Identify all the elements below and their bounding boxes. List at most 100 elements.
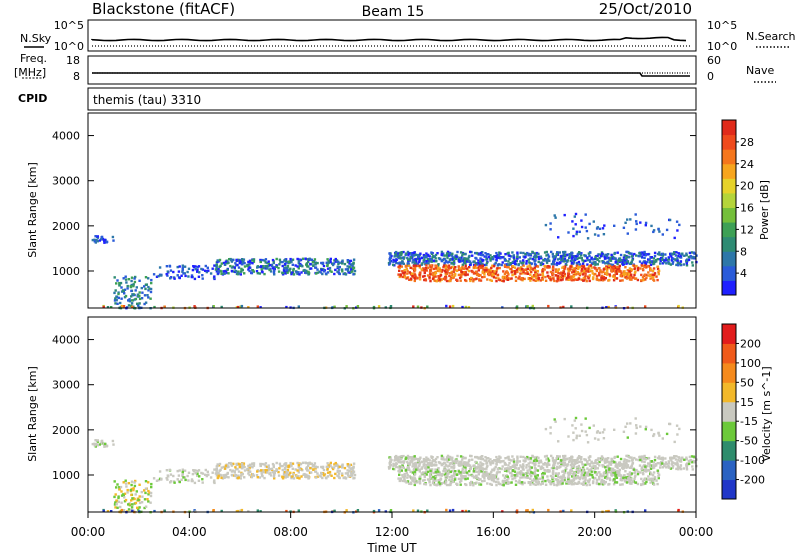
velocity-cell (464, 471, 467, 474)
velocity-cell (638, 464, 642, 467)
power-scatter (91, 212, 698, 310)
velocity-cell (451, 460, 455, 463)
velocity-cell (671, 466, 674, 469)
velocity-cell (523, 481, 526, 485)
power-cell (600, 271, 604, 274)
velocity-cell (94, 439, 97, 442)
velocity-cell (100, 439, 104, 443)
power-cell (480, 266, 483, 269)
power-cell (456, 250, 459, 254)
velocity-cell (531, 454, 534, 458)
power-cell (628, 267, 632, 270)
power-cell (399, 263, 402, 266)
velocity-cell (595, 481, 599, 484)
power-cell (91, 238, 94, 242)
power-cell (671, 262, 674, 265)
velocity-cell (468, 458, 471, 462)
power-cell (147, 277, 150, 280)
velocity-cell (554, 420, 557, 423)
power-cell (673, 258, 676, 261)
power-cell (410, 277, 413, 280)
power-cell (543, 264, 546, 268)
velocity-cell (396, 456, 399, 459)
velocity-cell (240, 464, 243, 468)
power-cell (539, 255, 543, 258)
power-cell (425, 252, 428, 255)
power-cell (545, 250, 548, 254)
velocity-cell (286, 468, 290, 472)
velocity-colorbar-text: Velocity [m s^-1] (760, 366, 773, 461)
power-cell (259, 306, 262, 309)
velocity-cell (587, 469, 591, 472)
velocity-cell (557, 472, 560, 475)
velocity-cell (503, 476, 507, 479)
power-cell (503, 264, 507, 267)
power-cell (489, 257, 492, 260)
velocity-cell (392, 462, 395, 466)
power-cell (431, 256, 434, 259)
velocity-cell (160, 478, 163, 481)
velocity-cell (583, 480, 587, 483)
velocity-cell (440, 463, 444, 467)
power-cell (233, 266, 236, 269)
power-cell (178, 276, 181, 280)
velocity-cell (403, 460, 406, 463)
power-cell (504, 253, 507, 256)
velocity-cell (342, 476, 345, 480)
velocity-cell (196, 474, 199, 477)
velocity-cell (414, 465, 417, 468)
power-cell (633, 267, 636, 270)
power-cell (342, 272, 345, 276)
power-cell (636, 278, 640, 282)
freq-tick-top: 18 (66, 54, 80, 67)
velocity-cell (389, 457, 392, 460)
power-cell (685, 260, 688, 264)
velocity-cell (628, 459, 631, 463)
power-cell (514, 259, 517, 263)
power-cell (461, 271, 464, 274)
power-cell (517, 263, 520, 267)
power-cell (523, 277, 526, 281)
velocity-cell (592, 465, 595, 468)
power-cell (519, 269, 522, 272)
power-cell (181, 264, 184, 267)
power-cell (556, 258, 560, 261)
power-cell (596, 263, 599, 266)
velocity-cell (519, 455, 522, 458)
power-cell (457, 266, 461, 269)
velocity-cell (546, 457, 550, 460)
power-cell (130, 276, 134, 279)
power-cell (400, 262, 403, 265)
velocity-cell (425, 473, 428, 476)
power-cell (116, 302, 119, 305)
power-cell (332, 262, 336, 265)
power-cell (418, 253, 421, 257)
velocity-cell (115, 503, 118, 506)
velocity-cell (93, 442, 96, 445)
power-cell (200, 267, 203, 271)
velocity-cell (491, 460, 494, 463)
power-cell (537, 260, 540, 264)
velocity-cell (686, 462, 689, 465)
velocity-cell (241, 464, 245, 468)
power-cell (114, 302, 117, 305)
power-cell (586, 275, 590, 278)
power-cell (398, 275, 401, 279)
power-cell (446, 250, 450, 254)
power-cell (561, 276, 565, 279)
power-cell (627, 272, 630, 276)
velocity-cell (569, 471, 572, 475)
power-cell (528, 277, 532, 280)
power-cell (460, 256, 463, 259)
power-cell (599, 255, 603, 258)
velocity-cell (236, 509, 240, 513)
power-cell (227, 272, 230, 275)
velocity-cell (346, 473, 350, 476)
velocity-cell (155, 479, 159, 482)
power-cell (630, 255, 634, 258)
power-cell (351, 270, 354, 273)
power-cell (522, 261, 525, 264)
velocity-cell (467, 473, 471, 477)
power-cell (584, 272, 587, 275)
velocity-cell (429, 469, 432, 473)
